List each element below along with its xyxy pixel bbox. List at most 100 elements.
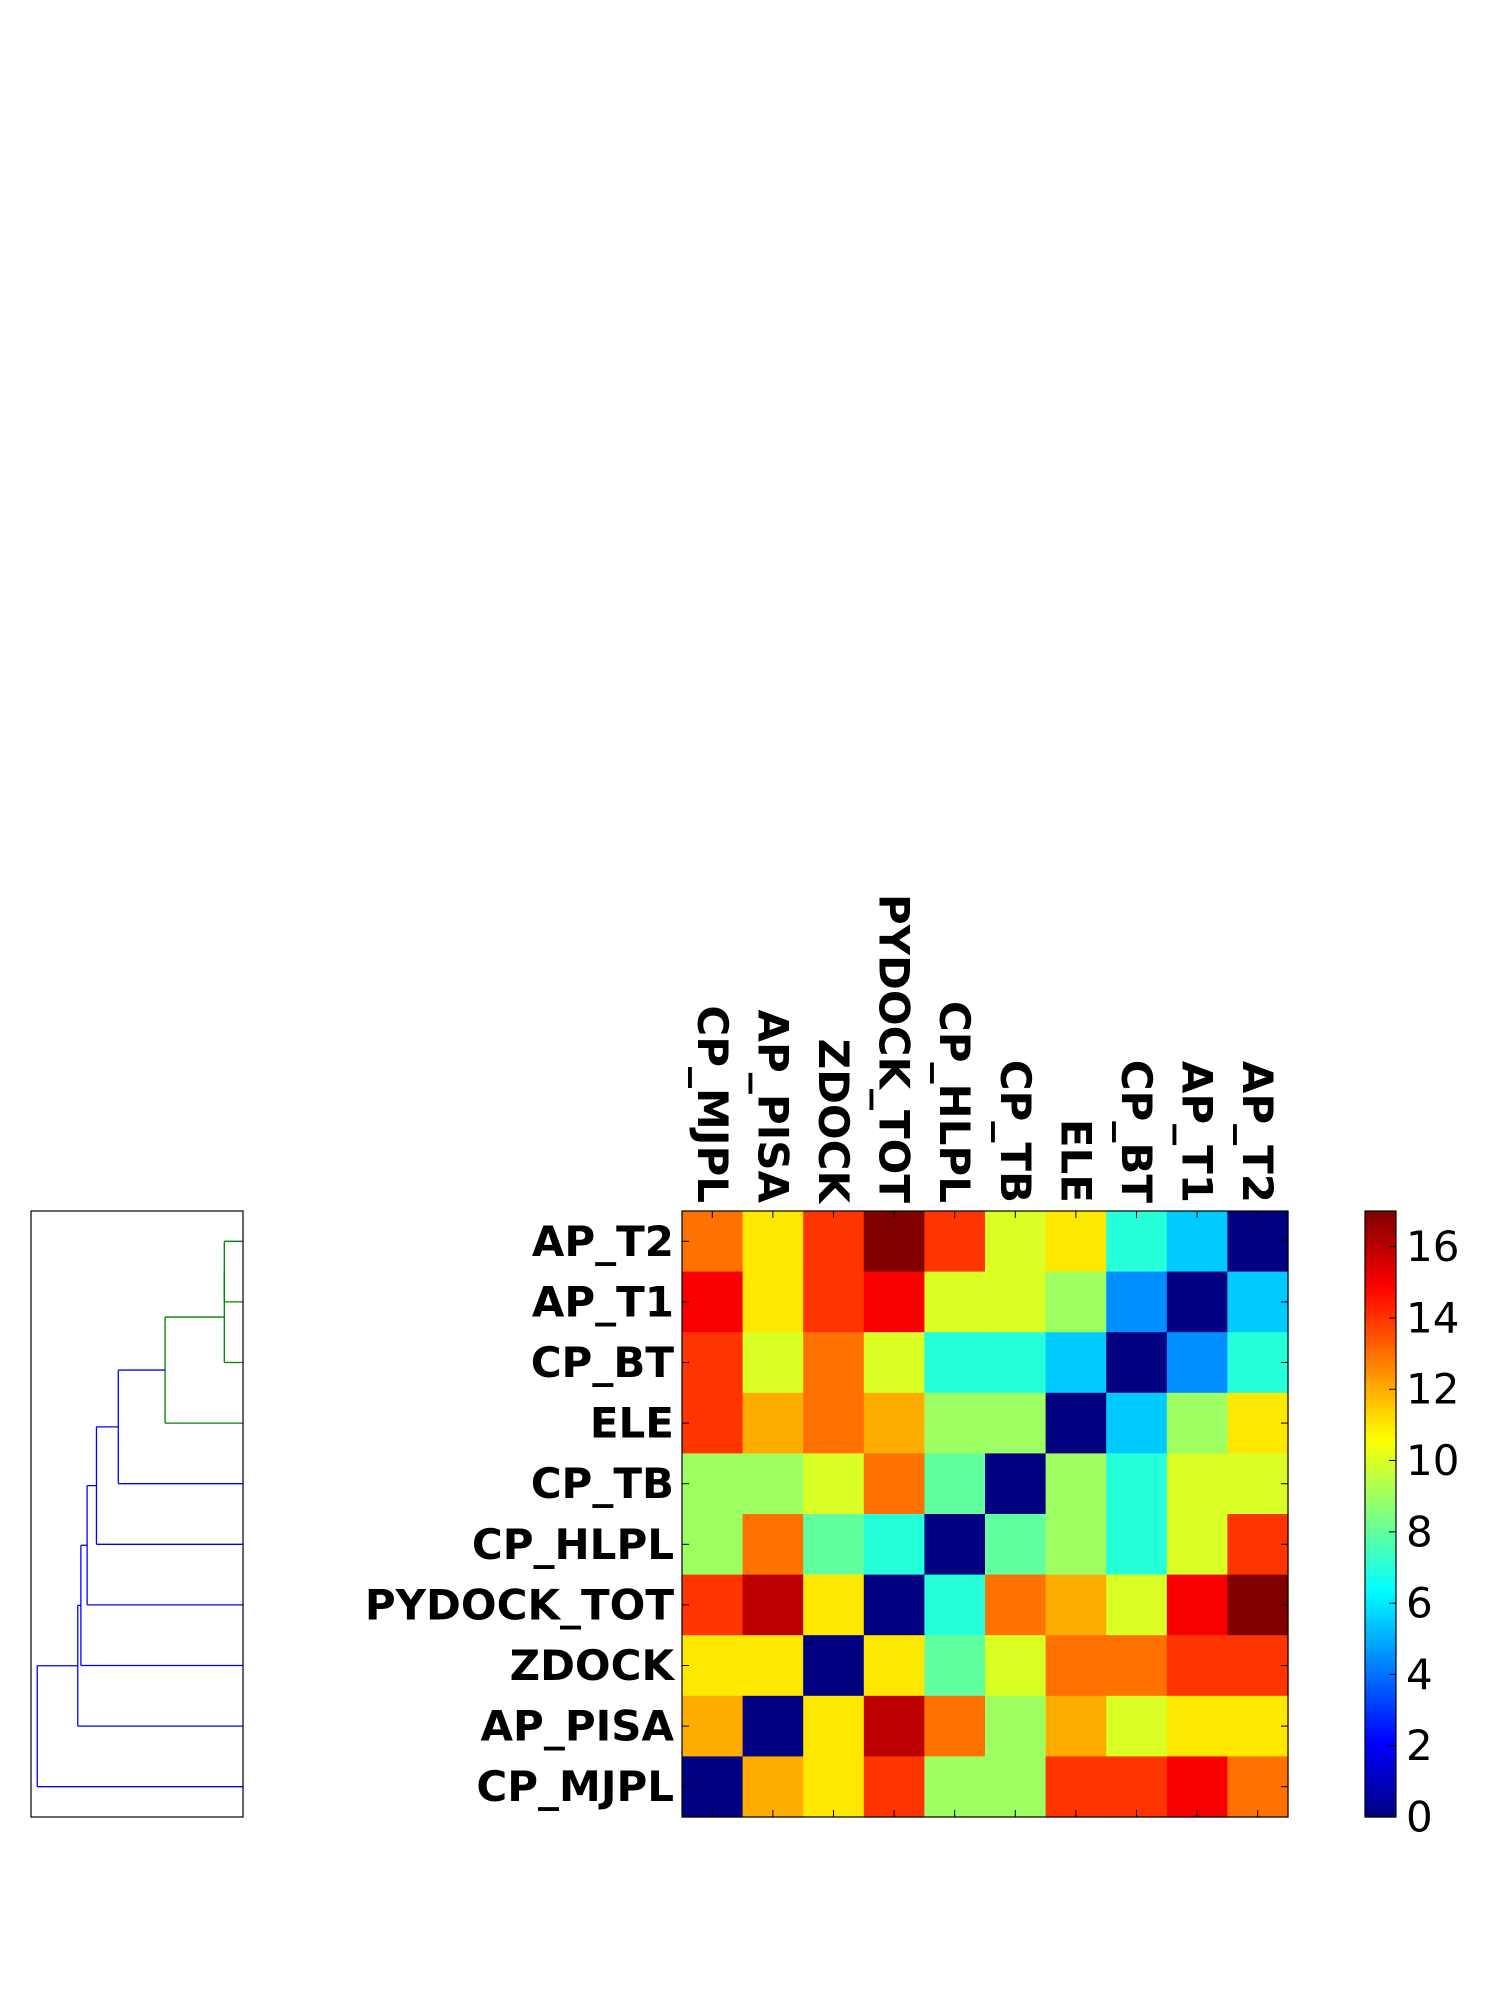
colorbar-gradient-segment [1365, 1577, 1396, 1582]
heatmap-cell [863, 1392, 925, 1454]
heatmap-cell [863, 1453, 925, 1515]
heatmap-frame [681, 1210, 1289, 1818]
colorbar-gradient-segment [1365, 1247, 1396, 1251]
colorbar-gradient-segment [1365, 1420, 1396, 1424]
heatmap-cell [1106, 1756, 1168, 1818]
heatmap-cell [803, 1332, 865, 1394]
colorbar-gradient-segment [1365, 1471, 1396, 1476]
colorbar-gradient-segment [1365, 1292, 1396, 1297]
colorbar-gradient-segment [1365, 1350, 1396, 1355]
colorbar-gradient-segment [1365, 1759, 1396, 1764]
heatmap-cell [924, 1453, 986, 1515]
heatmap-cell [1227, 1392, 1289, 1454]
colorbar-gradient-segment [1365, 1211, 1396, 1215]
heatmap-cell [1166, 1211, 1228, 1273]
colorbar-gradient-segment [1365, 1356, 1396, 1361]
colorbar-gradient-segment [1365, 1592, 1396, 1597]
colorbar-gradient-segment [1365, 1662, 1396, 1667]
row-label: AP_PISA [481, 1702, 675, 1751]
colorbar-gradient-segment [1365, 1435, 1396, 1439]
colorbar-gradient-segment [1365, 1289, 1396, 1294]
heatmap-cell [682, 1332, 744, 1394]
colorbar-gradient-segment [1365, 1535, 1396, 1539]
column-label: CP_MJPL [688, 1005, 737, 1203]
colorbar-gradient-segment [1365, 1562, 1396, 1567]
colorbar-gradient-segment [1365, 1423, 1396, 1427]
heatmap-cell [985, 1635, 1047, 1697]
heatmap-cell [863, 1574, 925, 1636]
column-label: AP_T1 [1173, 1061, 1222, 1203]
heatmap-cell [1166, 1271, 1228, 1333]
row-label: CP_TB [531, 1459, 674, 1508]
heatmap-cell [1166, 1574, 1228, 1636]
heatmap-cell [985, 1695, 1047, 1757]
heatmap-cell [742, 1392, 804, 1454]
heatmap-cell [742, 1574, 804, 1636]
row-label: AP_T1 [532, 1277, 674, 1326]
row-labels: AP_T2 AP_T1 CP_BT ELE CP_TB CP_HLPL PYDOCK_TOT… [365, 1217, 676, 1811]
heatmap-cell [1045, 1453, 1107, 1515]
colorbar-gradient-segment [1365, 1644, 1396, 1648]
column-label: ZDOCK [809, 1039, 858, 1205]
colorbar-gradient-segment [1365, 1720, 1396, 1724]
colorbar-gradient-segment [1365, 1810, 1396, 1815]
colorbar-gradient-segment [1365, 1438, 1396, 1442]
colorbar-gradient-segment [1365, 1462, 1396, 1467]
colorbar-gradient-segment [1365, 1607, 1396, 1612]
colorbar-gradient-segment [1365, 1629, 1396, 1633]
colorbar-gradient-segment [1365, 1326, 1396, 1330]
heatmap-cell [985, 1453, 1047, 1515]
heatmap-cell [1227, 1271, 1289, 1333]
colorbar-gradient-segment [1365, 1383, 1396, 1388]
heatmap-cell [1045, 1392, 1107, 1454]
colorbar-gradient-segment [1365, 1750, 1396, 1754]
colorbar-gradient-segment [1365, 1653, 1396, 1658]
colorbar-gradient-segment [1365, 1295, 1396, 1300]
heatmap-cell [1166, 1756, 1228, 1818]
colorbar-gradient-segment [1365, 1601, 1396, 1606]
colorbar-gradient-segment [1365, 1480, 1396, 1485]
heatmap-cell [1227, 1695, 1289, 1757]
heatmap-cell [1166, 1635, 1228, 1697]
colorbar-gradient-segment [1365, 1395, 1396, 1400]
colorbar-gradient-segment [1365, 1641, 1396, 1645]
colorbar-gradient-segment [1365, 1262, 1396, 1267]
heatmap-cell [1045, 1332, 1107, 1394]
colorbar-gradient-segment [1365, 1598, 1396, 1603]
heatmap-cell [682, 1574, 744, 1636]
heatmap-cell [742, 1695, 804, 1757]
colorbar-gradient-segment [1365, 1613, 1396, 1618]
heatmap-cell [924, 1756, 986, 1818]
heatmap-cell [803, 1635, 865, 1697]
colorbar-gradient-segment [1365, 1389, 1396, 1394]
heatmap-cell [1166, 1695, 1228, 1757]
colorbar-gradient-segment [1365, 1774, 1396, 1779]
heatmap-cell [924, 1392, 986, 1454]
colorbar-gradient-segment [1365, 1323, 1396, 1327]
colorbar-gradient-segment [1365, 1253, 1396, 1258]
colorbar-gradient-segment [1365, 1429, 1396, 1433]
colorbar-gradient-segment [1365, 1307, 1396, 1312]
colorbar-gradient-segment [1365, 1392, 1396, 1397]
colorbar-gradient-segment [1365, 1729, 1396, 1733]
colorbar-tick-label: 6 [1406, 1579, 1433, 1628]
colorbar-gradient-segment [1365, 1414, 1396, 1418]
colorbar-gradient-segment [1365, 1380, 1396, 1385]
heatmap-cell [1166, 1453, 1228, 1515]
heatmap-cell [682, 1271, 744, 1333]
heatmap-cell [682, 1695, 744, 1757]
colorbar-gradient-segment [1365, 1768, 1396, 1773]
colorbar-gradient-segment [1365, 1220, 1396, 1224]
colorbar-gradient-segment [1365, 1268, 1396, 1273]
colorbar-gradient-segment [1365, 1795, 1396, 1800]
colorbar-gradient-segment [1365, 1492, 1396, 1497]
colorbar-gradient-segment [1365, 1756, 1396, 1761]
colorbar-gradient-segment [1365, 1338, 1396, 1342]
colorbar-gradient-segment [1365, 1565, 1396, 1570]
colorbar-gradient-segment [1365, 1732, 1396, 1736]
colorbar-gradient-segment [1365, 1780, 1396, 1785]
colorbar-gradient-segment [1365, 1341, 1396, 1345]
colorbar-gradient-segment [1365, 1623, 1396, 1627]
heatmap-cell [985, 1756, 1047, 1818]
colorbar-gradient-segment [1365, 1804, 1396, 1809]
